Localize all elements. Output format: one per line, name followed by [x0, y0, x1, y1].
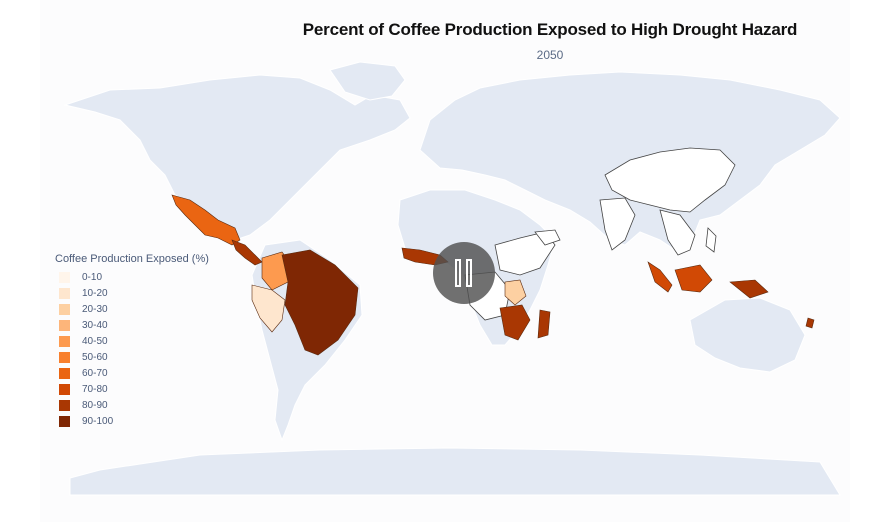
land-greenland — [329, 61, 406, 101]
legend-swatch — [59, 271, 70, 283]
legend-item: 70-80 — [59, 381, 209, 397]
region-sumatra — [647, 261, 673, 293]
legend-swatch — [59, 399, 70, 411]
legend-item: 50-60 — [59, 349, 209, 365]
legend-items: 0-10 10-20 20-30 30-40 40-50 50-60 60-70 70-80 8… — [55, 269, 209, 429]
legend-label: 50-60 — [82, 351, 108, 363]
region-papua — [729, 279, 769, 299]
legend-label: 10-20 — [82, 287, 108, 299]
legend-swatch — [59, 335, 70, 347]
legend-swatch — [59, 415, 70, 427]
region-east-africa-outline — [494, 231, 556, 276]
land-north-america — [63, 74, 411, 241]
region-java-borneo — [674, 264, 713, 293]
legend-swatch — [59, 383, 70, 395]
legend-swatch — [59, 351, 70, 363]
legend-label: 20-30 — [82, 303, 108, 315]
legend-label: 90-100 — [82, 415, 114, 427]
legend-label: 30-40 — [82, 319, 108, 331]
region-mexico — [171, 194, 241, 246]
legend: Coffee Production Exposed (%) 0-10 10-20 2… — [55, 253, 209, 429]
region-madagascar — [537, 309, 551, 339]
legend-label: 0-10 — [82, 271, 103, 283]
map-subtitle: 2050 — [536, 48, 564, 62]
legend-swatch — [59, 319, 70, 331]
legend-item: 40-50 — [59, 333, 209, 349]
pause-button[interactable] — [433, 242, 495, 304]
region-yemen-outline — [534, 229, 561, 246]
region-pacific-islands — [805, 317, 815, 329]
legend-label: 40-50 — [82, 335, 108, 347]
region-china-outline — [604, 147, 736, 213]
legend-title: Coffee Production Exposed (%) — [55, 253, 209, 265]
legend-item: 10-20 — [59, 285, 209, 301]
legend-label: 70-80 — [82, 383, 108, 395]
land-australia — [689, 297, 806, 373]
legend-item: 0-10 — [59, 269, 209, 285]
legend-item: 30-40 — [59, 317, 209, 333]
region-brazil — [281, 249, 359, 356]
legend-item: 20-30 — [59, 301, 209, 317]
region-mozambique — [499, 304, 531, 341]
legend-item: 80-90 — [59, 397, 209, 413]
region-india-outline — [599, 197, 636, 251]
region-philippines-outline — [705, 227, 717, 253]
region-central-america — [231, 239, 263, 266]
legend-label: 60-70 — [82, 367, 108, 379]
legend-item: 90-100 — [59, 413, 209, 429]
legend-swatch — [59, 367, 70, 379]
legend-label: 80-90 — [82, 399, 108, 411]
region-east-africa — [504, 279, 527, 306]
region-peru — [251, 284, 286, 333]
legend-swatch — [59, 287, 70, 299]
map-title: Percent of Coffee Production Exposed to … — [302, 20, 798, 39]
legend-swatch — [59, 303, 70, 315]
land-antarctica — [69, 447, 841, 496]
legend-item: 60-70 — [59, 365, 209, 381]
region-se-asia-outline — [659, 209, 696, 256]
